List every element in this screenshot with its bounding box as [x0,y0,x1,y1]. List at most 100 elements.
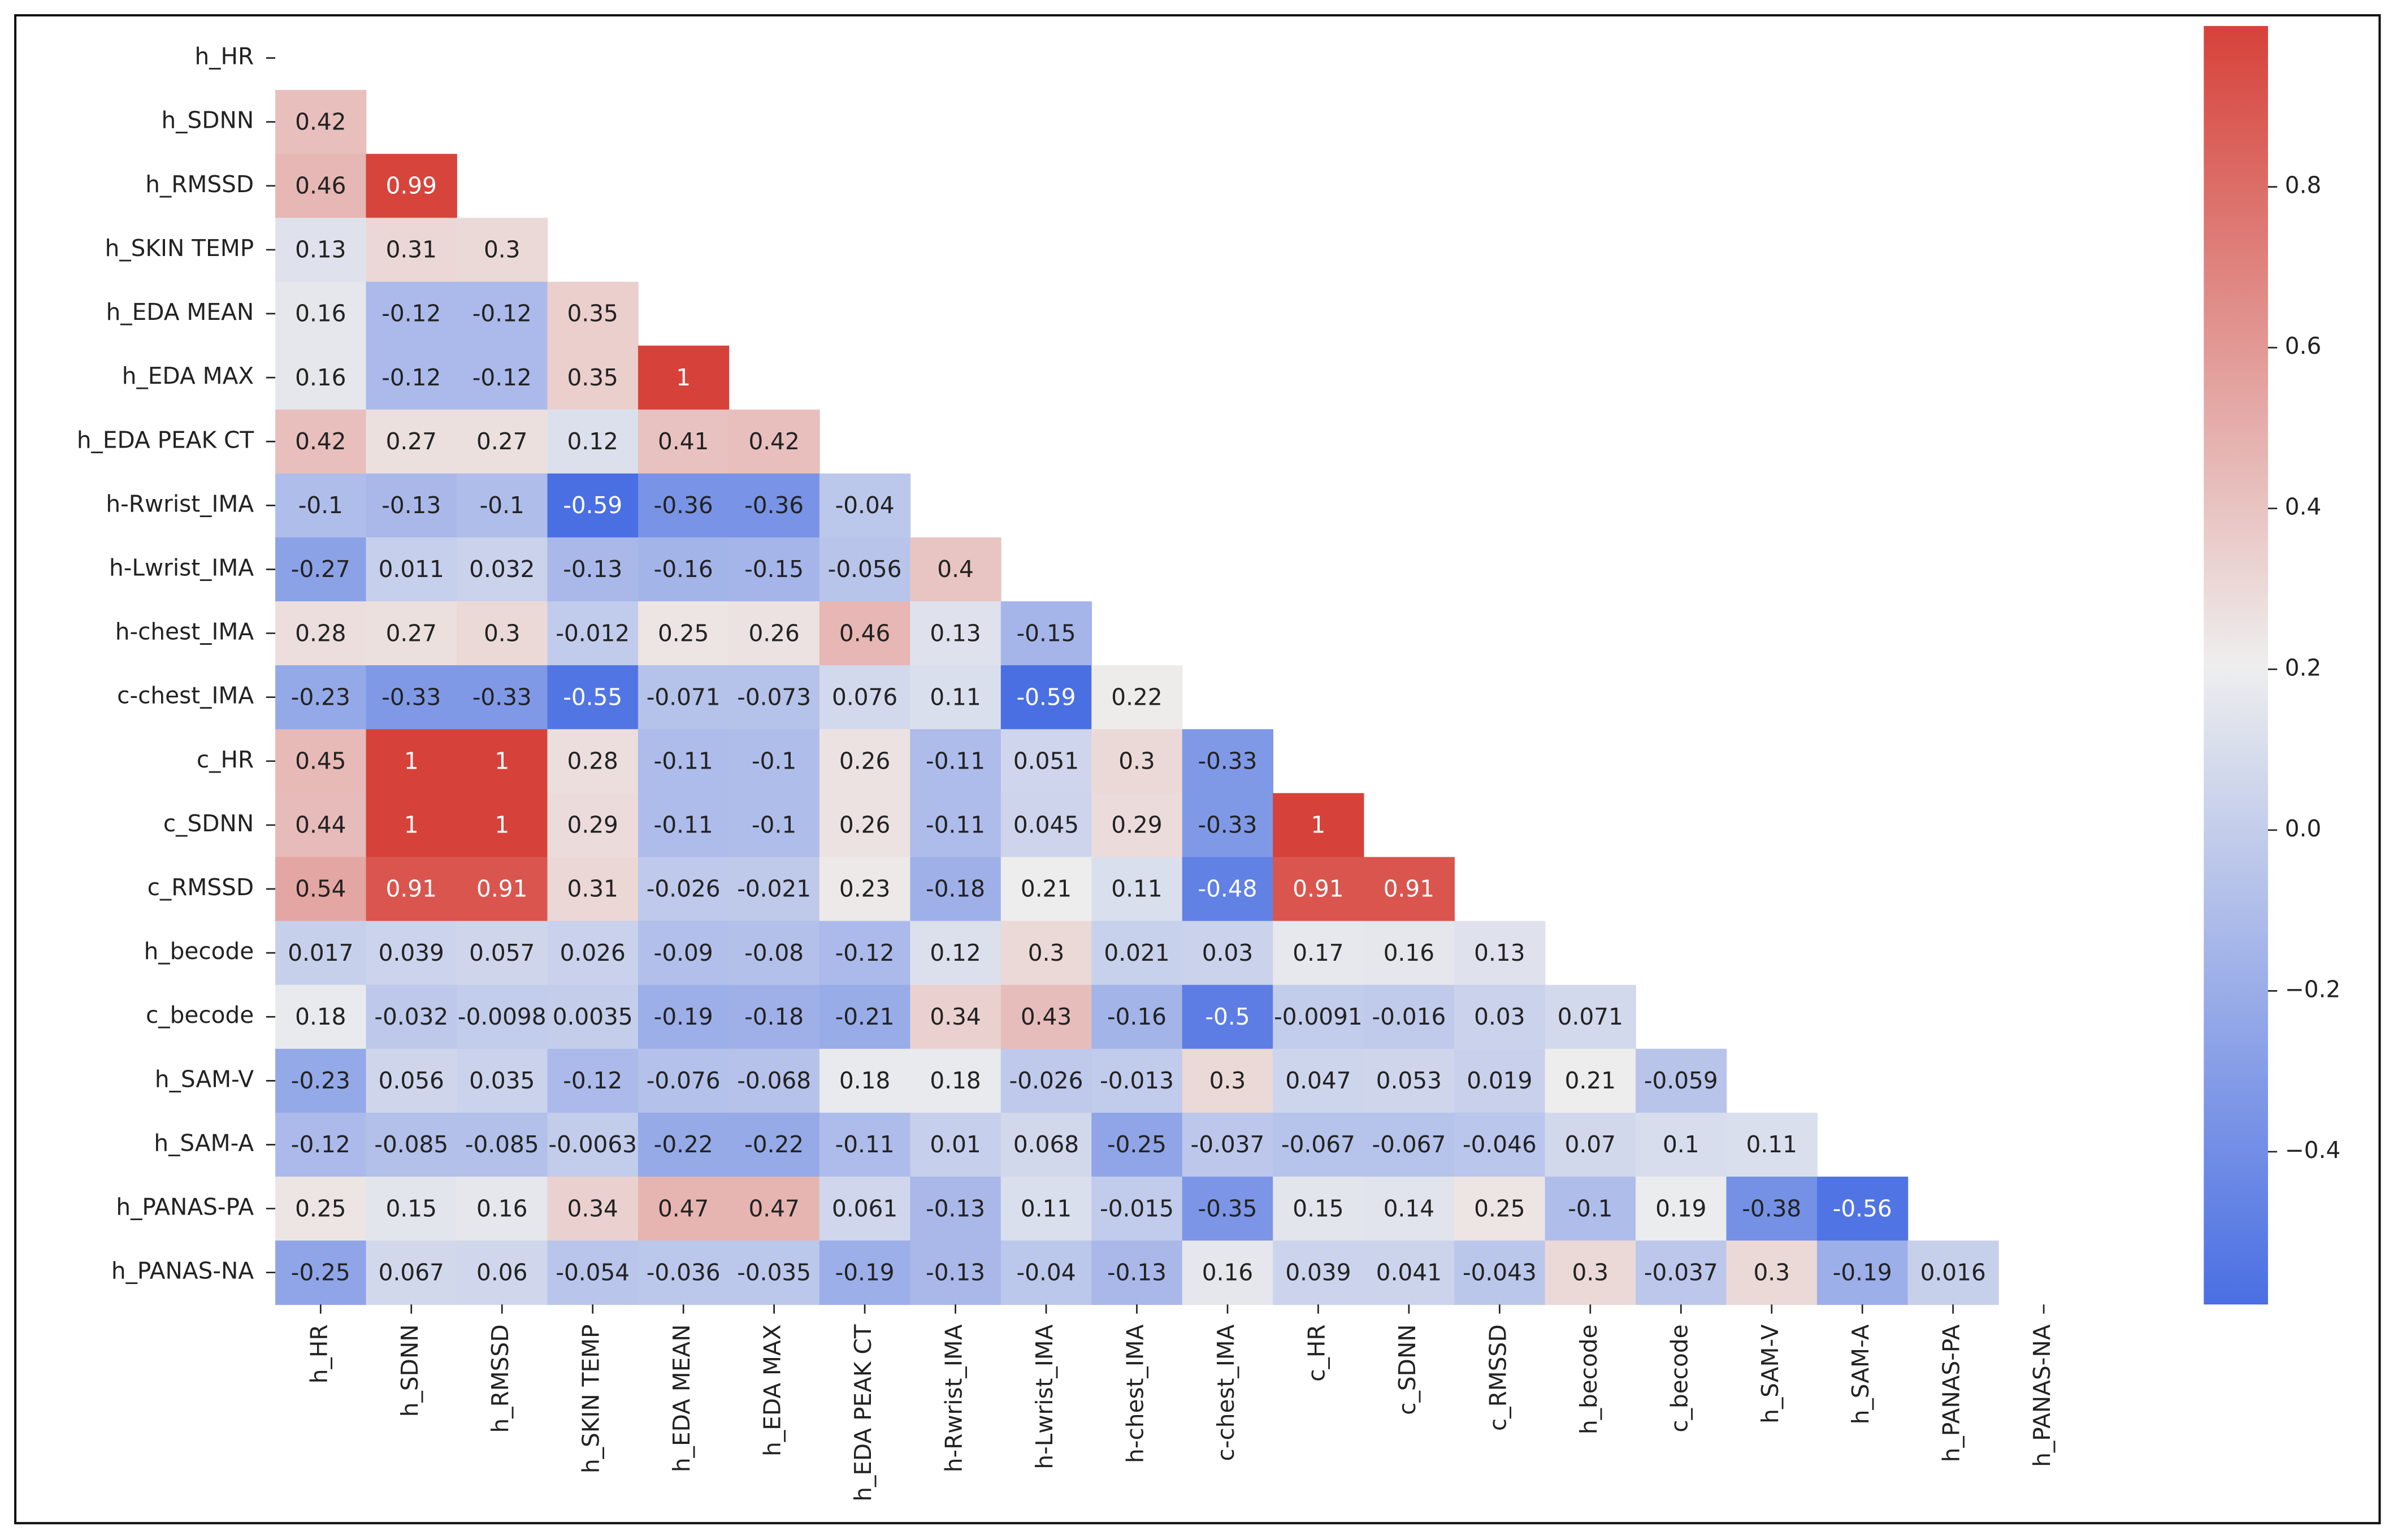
heatmap-cell [910,984,1001,1049]
cell-label: -0.067 [1281,1131,1355,1158]
cell-label: 0.15 [1293,1195,1343,1222]
heatmap-cell [1816,1240,1909,1305]
cell-label: -0.13 [926,1195,985,1222]
heatmap-cell [366,857,457,922]
cell-label: -0.12 [381,300,441,327]
cell-label: -0.12 [381,364,441,391]
cell-label: -0.021 [737,875,811,903]
cell-label: -0.36 [654,492,713,519]
x-tick-label: h_HR [305,1324,332,1383]
cell-label: 0.47 [658,1195,709,1222]
y-tick-label: h-Lwrist_IMA [109,554,254,581]
y-tick-label: h_HR [194,43,254,70]
heatmap-cell [1363,857,1455,922]
cell-label: 0.13 [295,236,346,263]
cell-label: 0.46 [295,172,346,199]
cell-label: 0.4 [937,556,974,583]
y-tick-label: h_SDNN [161,107,254,134]
y-tick-label: h_SKIN TEMP [105,235,254,262]
heatmap-cell [366,473,457,538]
heatmap-cell [275,537,367,602]
heatmap-cell [275,473,367,538]
heatmap-cell [1545,1177,1636,1241]
heatmap-cell [547,984,639,1049]
cell-label: 0.21 [1565,1067,1616,1094]
heatmap-cell [1000,1177,1092,1241]
heatmap-cell [1182,921,1274,986]
heatmap-cell [547,409,639,474]
heatmap-cell [728,665,820,730]
heatmap-cell [910,601,1001,666]
heatmap-cell [457,473,548,538]
heatmap-cell [910,537,1001,602]
heatmap-cell [366,537,457,602]
cell-label: -0.13 [563,556,622,583]
cell-label: -0.11 [654,812,713,839]
cell-label: -0.18 [744,1003,804,1030]
heatmap-cell [457,409,548,474]
heatmap-cell [638,345,730,410]
cell-label: 0.11 [1021,1195,1072,1222]
heatmap-cell [275,729,367,794]
cell-label: 0.016 [1920,1259,1986,1286]
heatmap-cell [457,984,548,1049]
cell-label: 0.22 [1111,683,1162,710]
heatmap-cell [1273,984,1364,1049]
heatmap-cell [910,665,1001,730]
heatmap-cell [1000,729,1092,794]
cell-label: 0.91 [476,875,527,903]
x-tick-label: c_RMSSD [1484,1324,1511,1431]
heatmap-cell [910,729,1001,794]
cell-label: -0.55 [563,683,622,710]
cell-label: -0.38 [1742,1195,1801,1222]
x-tick-label: h_EDA MEAN [668,1324,695,1472]
heatmap-cell [547,281,639,346]
heatmap-cell [457,281,548,346]
cell-label: 0.017 [288,939,353,966]
cell-label: -0.33 [1198,748,1257,775]
heatmap-cell [457,345,548,410]
cell-label: 0.3 [1028,939,1065,966]
y-tick-label: h-Rwrist_IMA [106,490,254,517]
heatmap-cell [1363,984,1455,1049]
heatmap-cell [547,857,639,922]
cell-label: -0.067 [1372,1131,1446,1158]
heatmap-cell [728,1177,820,1241]
heatmap-cell [457,601,548,666]
heatmap-cell [275,281,367,346]
heatmap-cell [547,345,639,410]
heatmap-cell [910,1048,1001,1113]
cell-label: -0.19 [835,1259,895,1286]
y-tick-label: c-chest_IMA [117,682,254,709]
cell-label: -0.035 [737,1259,811,1286]
heatmap-cell [819,1240,911,1305]
heatmap-cell [1091,1048,1183,1113]
heatmap-cell [728,537,820,602]
cell-label: 0.068 [1013,1131,1079,1158]
heatmap-cell [275,409,367,474]
cell-label: -0.33 [1198,812,1257,839]
cell-label: -0.33 [472,683,532,710]
heatmap-cell [1091,1112,1183,1177]
cell-label: -0.22 [744,1131,804,1158]
cell-label: 0.23 [839,875,890,903]
cell-label: 0.021 [1104,939,1169,966]
cell-label: 0.26 [839,812,890,839]
heatmap-cell [638,1112,730,1177]
heatmap-cell [547,1112,639,1177]
heatmap-cell [819,793,911,858]
cell-label: -0.11 [654,748,713,775]
cell-label: 0.46 [839,619,890,647]
heatmap-cell [1454,921,1546,986]
heatmap-cell [1182,1112,1274,1177]
cell-label: 0.026 [560,939,626,966]
x-tick-label: h_SAM-A [1847,1324,1874,1424]
heatmap-cell [366,1177,457,1241]
heatmap-cell [1091,793,1183,858]
heatmap-cell [1091,729,1183,794]
heatmap-cell [819,1177,911,1241]
cell-label: -0.037 [1191,1131,1265,1158]
heatmap-cell [910,1112,1001,1177]
cell-label: -0.15 [744,556,804,583]
